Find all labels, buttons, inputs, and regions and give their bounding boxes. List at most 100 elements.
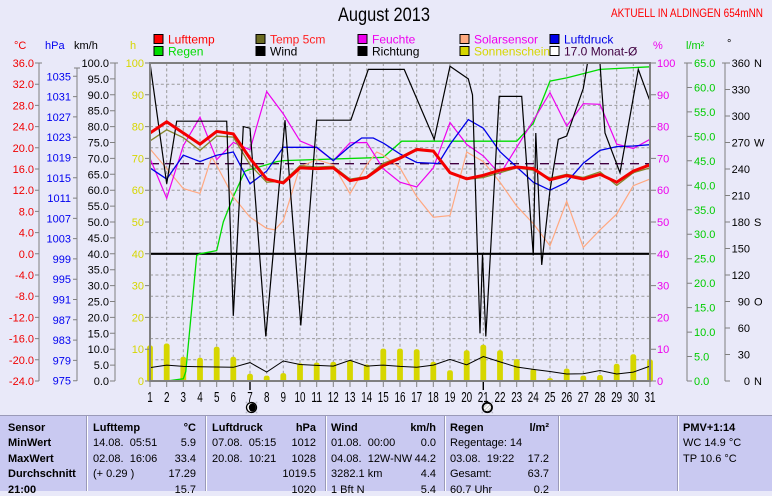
svg-text:°C: °C bbox=[14, 40, 26, 52]
svg-text:28: 28 bbox=[595, 390, 606, 406]
svg-text:35.0: 35.0 bbox=[694, 205, 715, 217]
svg-text:45.0: 45.0 bbox=[694, 156, 715, 168]
svg-text:km/h: km/h bbox=[74, 40, 98, 52]
svg-text:Luftdruck: Luftdruck bbox=[564, 33, 614, 47]
svg-text:17.0 Monat-Ø: 17.0 Monat-Ø bbox=[564, 45, 637, 59]
svg-text:45.0: 45.0 bbox=[88, 233, 109, 245]
svg-text:9: 9 bbox=[281, 390, 287, 406]
svg-text:36.0: 36.0 bbox=[13, 58, 34, 70]
svg-text:975: 975 bbox=[53, 376, 71, 388]
svg-text:26: 26 bbox=[561, 390, 572, 406]
svg-text:0: 0 bbox=[657, 376, 663, 388]
svg-text:60: 60 bbox=[132, 185, 144, 197]
svg-text:50: 50 bbox=[657, 217, 669, 229]
svg-text:16.0: 16.0 bbox=[13, 164, 34, 176]
svg-text:0.0: 0.0 bbox=[19, 249, 34, 261]
svg-text:O: O bbox=[754, 297, 763, 309]
svg-text:12.0: 12.0 bbox=[13, 185, 34, 197]
svg-text:-12.0: -12.0 bbox=[9, 312, 34, 324]
svg-text:-16.0: -16.0 bbox=[9, 334, 34, 346]
svg-text:-24.0: -24.0 bbox=[9, 376, 34, 388]
svg-text:60.0: 60.0 bbox=[694, 83, 715, 95]
svg-text:Regen: Regen bbox=[168, 45, 203, 59]
svg-text:70: 70 bbox=[657, 153, 669, 165]
svg-text:300: 300 bbox=[732, 111, 750, 123]
svg-text:999: 999 bbox=[53, 254, 71, 266]
svg-text:N: N bbox=[754, 376, 762, 388]
svg-text:-8.0: -8.0 bbox=[15, 291, 34, 303]
svg-text:10: 10 bbox=[657, 344, 669, 356]
svg-text:90.0: 90.0 bbox=[88, 90, 109, 102]
svg-text:25.0: 25.0 bbox=[88, 297, 109, 309]
svg-text:1007: 1007 bbox=[47, 213, 71, 225]
svg-text:19: 19 bbox=[445, 390, 456, 406]
svg-text:10: 10 bbox=[132, 344, 144, 356]
svg-text:hPa: hPa bbox=[45, 40, 65, 52]
svg-text:32.0: 32.0 bbox=[13, 79, 34, 91]
svg-text:100: 100 bbox=[657, 58, 675, 70]
svg-text:30: 30 bbox=[628, 390, 639, 406]
svg-text:240: 240 bbox=[732, 164, 750, 176]
svg-text:2: 2 bbox=[164, 390, 170, 406]
svg-text:35.0: 35.0 bbox=[88, 265, 109, 277]
svg-text:Solarsensor: Solarsensor bbox=[474, 33, 538, 47]
svg-text:987: 987 bbox=[53, 315, 71, 327]
svg-text:20: 20 bbox=[461, 390, 472, 406]
svg-text:25.0: 25.0 bbox=[694, 254, 715, 266]
svg-text:20: 20 bbox=[132, 312, 144, 324]
svg-text:50.0: 50.0 bbox=[694, 131, 715, 143]
svg-text:75.0: 75.0 bbox=[88, 138, 109, 150]
svg-text:N: N bbox=[754, 58, 762, 70]
svg-text:40.0: 40.0 bbox=[694, 180, 715, 192]
svg-text:28.0: 28.0 bbox=[13, 100, 34, 112]
svg-text:30: 30 bbox=[132, 281, 144, 293]
svg-text:Richtung: Richtung bbox=[372, 45, 419, 59]
svg-text:%: % bbox=[653, 40, 663, 52]
svg-text:AKTUELL IN ALDINGEN 654mNN: AKTUELL IN ALDINGEN 654mNN bbox=[611, 6, 763, 20]
svg-text:40: 40 bbox=[132, 249, 144, 261]
svg-text:0.0: 0.0 bbox=[694, 376, 709, 388]
svg-text:24: 24 bbox=[528, 390, 539, 406]
svg-text:40.0: 40.0 bbox=[88, 249, 109, 261]
svg-text:70.0: 70.0 bbox=[88, 153, 109, 165]
svg-text:60: 60 bbox=[738, 323, 750, 335]
svg-text:30: 30 bbox=[738, 350, 750, 362]
svg-text:12: 12 bbox=[328, 390, 339, 406]
svg-text:330: 330 bbox=[732, 85, 750, 97]
svg-text:18: 18 bbox=[428, 390, 439, 406]
svg-text:1: 1 bbox=[147, 390, 153, 406]
svg-text:0.0: 0.0 bbox=[94, 376, 109, 388]
svg-text:0: 0 bbox=[744, 376, 750, 388]
svg-text:5.0: 5.0 bbox=[694, 352, 709, 364]
svg-text:65.0: 65.0 bbox=[88, 169, 109, 181]
svg-text:30: 30 bbox=[657, 281, 669, 293]
svg-text:15.0: 15.0 bbox=[88, 328, 109, 340]
svg-text:65.0: 65.0 bbox=[694, 58, 715, 70]
svg-text:5.0: 5.0 bbox=[94, 360, 109, 372]
svg-text:13: 13 bbox=[345, 390, 356, 406]
svg-text:90: 90 bbox=[132, 90, 144, 102]
svg-text:Feuchte: Feuchte bbox=[372, 33, 416, 47]
svg-text:40: 40 bbox=[657, 249, 669, 261]
svg-text:Temp 5cm: Temp 5cm bbox=[270, 33, 325, 47]
svg-text:20.0: 20.0 bbox=[88, 312, 109, 324]
svg-text:55.0: 55.0 bbox=[88, 201, 109, 213]
svg-text:14: 14 bbox=[361, 390, 372, 406]
svg-text:W: W bbox=[754, 138, 765, 150]
svg-text:25: 25 bbox=[545, 390, 556, 406]
svg-text:270: 270 bbox=[732, 138, 750, 150]
svg-text:17: 17 bbox=[411, 390, 422, 406]
svg-text:80.0: 80.0 bbox=[88, 122, 109, 134]
svg-text:100: 100 bbox=[126, 58, 144, 70]
svg-text:24.0: 24.0 bbox=[13, 122, 34, 134]
svg-text:360: 360 bbox=[732, 58, 750, 70]
svg-text:Lufttemp: Lufttemp bbox=[168, 33, 215, 47]
svg-text:-20.0: -20.0 bbox=[9, 355, 34, 367]
svg-text:1011: 1011 bbox=[47, 193, 71, 205]
svg-text:5: 5 bbox=[214, 390, 220, 406]
svg-text:h: h bbox=[130, 40, 136, 52]
svg-text:7: 7 bbox=[247, 390, 253, 406]
svg-text:6: 6 bbox=[231, 390, 237, 406]
svg-text:4.0: 4.0 bbox=[19, 228, 34, 240]
svg-text:l/m²: l/m² bbox=[686, 40, 705, 52]
